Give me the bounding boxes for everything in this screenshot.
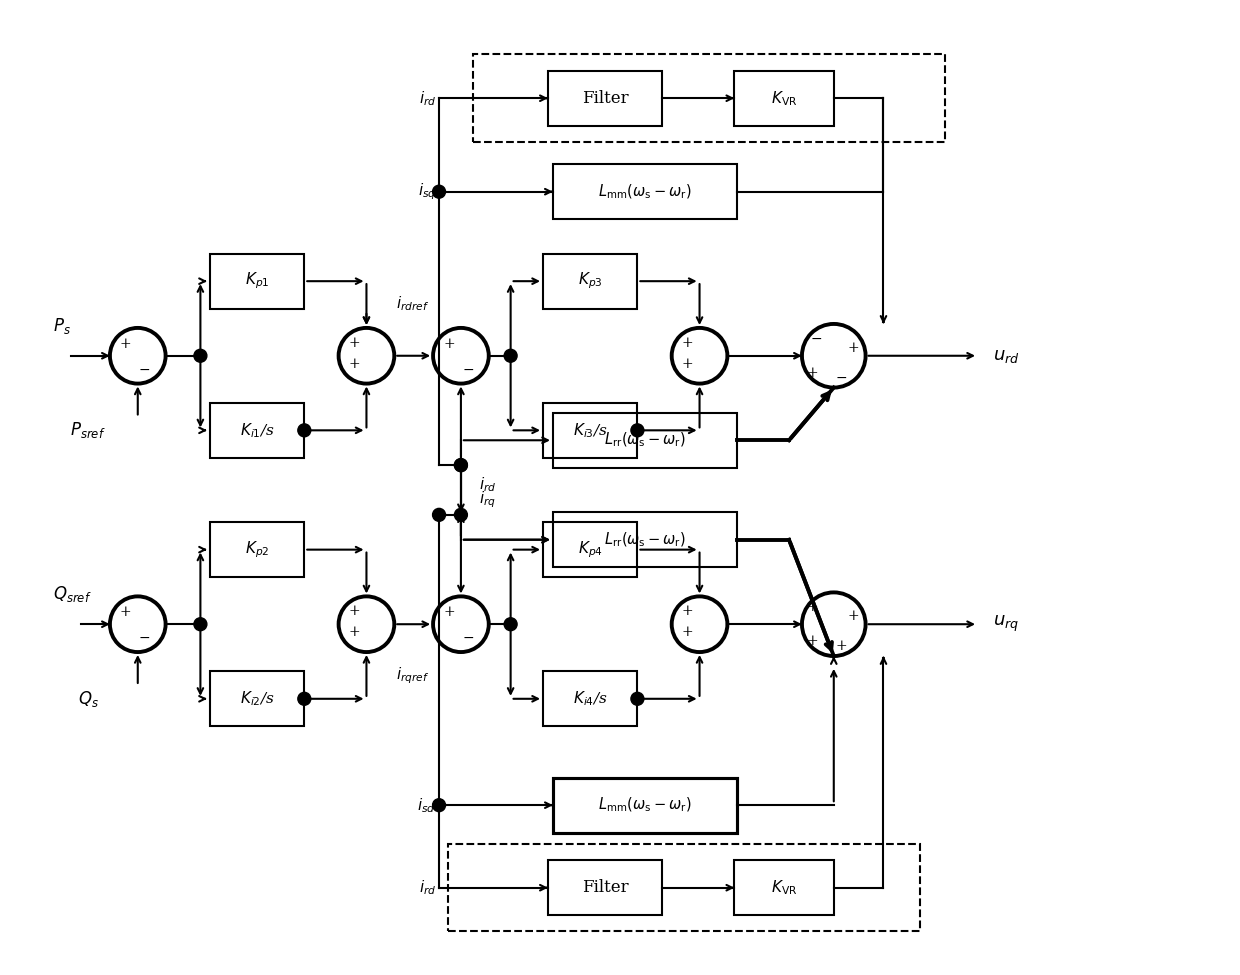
Bar — [553, 778, 737, 833]
Text: $Q_{sref}$: $Q_{sref}$ — [53, 584, 92, 604]
Circle shape — [505, 349, 517, 363]
Bar — [210, 254, 304, 308]
Text: $K_{p3}$: $K_{p3}$ — [578, 271, 603, 292]
Bar — [553, 512, 737, 567]
Bar — [548, 71, 662, 126]
Circle shape — [631, 424, 644, 437]
Text: $u_{rd}$: $u_{rd}$ — [993, 347, 1019, 365]
Text: +: + — [682, 335, 693, 350]
Bar — [734, 71, 833, 126]
Text: $K_{p4}$: $K_{p4}$ — [578, 539, 603, 560]
Bar — [210, 403, 304, 457]
Text: $K_{i3}$/s: $K_{i3}$/s — [573, 421, 608, 440]
Text: $L_{\rm mm}(\omega_{\rm s}-\omega_{\rm r})$: $L_{\rm mm}(\omega_{\rm s}-\omega_{\rm r… — [598, 182, 692, 201]
Text: +: + — [348, 335, 361, 350]
Circle shape — [454, 458, 467, 472]
Text: $i_{rd}$: $i_{rd}$ — [419, 89, 436, 107]
Bar — [553, 413, 737, 468]
Text: +: + — [348, 357, 361, 370]
Text: $i_{rqref}$: $i_{rqref}$ — [397, 666, 430, 686]
Bar — [543, 254, 637, 308]
Text: +: + — [682, 625, 693, 640]
Text: $L_{\rm rr}(\omega_{\rm s}-\omega_{\rm r})$: $L_{\rm rr}(\omega_{\rm s}-\omega_{\rm r… — [604, 431, 686, 449]
Bar — [543, 403, 637, 457]
Text: $K_{p1}$: $K_{p1}$ — [244, 271, 269, 292]
Text: $K_{\rm VR}$: $K_{\rm VR}$ — [771, 878, 797, 897]
Circle shape — [298, 424, 311, 437]
Text: +: + — [848, 609, 859, 623]
Text: +: + — [443, 336, 455, 351]
Text: +: + — [836, 639, 848, 653]
Circle shape — [631, 692, 644, 705]
Text: Filter: Filter — [582, 879, 629, 896]
Bar — [734, 860, 833, 916]
Text: +: + — [848, 341, 859, 355]
Circle shape — [433, 508, 445, 522]
Circle shape — [193, 618, 207, 631]
Circle shape — [505, 618, 517, 631]
Text: +: + — [348, 625, 361, 640]
Text: Filter: Filter — [582, 90, 629, 106]
Text: $P_{sref}$: $P_{sref}$ — [71, 420, 105, 441]
Text: +: + — [682, 357, 693, 370]
Text: +: + — [806, 634, 817, 648]
Text: $i_{rd}$: $i_{rd}$ — [479, 476, 496, 494]
Bar — [472, 55, 945, 142]
Text: $i_{sd}$: $i_{sd}$ — [418, 796, 436, 814]
Text: +: + — [806, 366, 817, 379]
Bar — [553, 165, 737, 219]
Text: −: − — [463, 363, 474, 376]
Bar — [210, 672, 304, 726]
Text: +: + — [682, 604, 693, 618]
Text: +: + — [806, 601, 817, 614]
Bar — [448, 844, 920, 931]
Text: −: − — [139, 631, 150, 645]
Circle shape — [433, 185, 445, 198]
Text: $P_s$: $P_s$ — [53, 316, 71, 336]
Bar — [548, 860, 662, 916]
Text: −: − — [463, 631, 474, 645]
Text: $i_{sq}$: $i_{sq}$ — [418, 181, 436, 202]
Text: $u_{rq}$: $u_{rq}$ — [993, 614, 1019, 635]
Circle shape — [193, 349, 207, 363]
Text: +: + — [120, 336, 131, 351]
Text: −: − — [810, 332, 822, 346]
Text: $K_{i1}$/s: $K_{i1}$/s — [239, 421, 274, 440]
Bar — [543, 672, 637, 726]
Circle shape — [433, 799, 445, 811]
Text: $i_{rq}$: $i_{rq}$ — [479, 489, 496, 510]
Bar — [543, 523, 637, 577]
Text: $K_{\rm VR}$: $K_{\rm VR}$ — [771, 89, 797, 107]
Circle shape — [454, 508, 467, 522]
Text: −: − — [139, 363, 150, 376]
Text: +: + — [348, 604, 361, 618]
Text: $Q_s$: $Q_s$ — [78, 688, 98, 709]
Text: −: − — [836, 370, 848, 384]
Text: $i_{rd}$: $i_{rd}$ — [419, 878, 436, 897]
Text: $L_{\rm mm}(\omega_{\rm s}-\omega_{\rm r})$: $L_{\rm mm}(\omega_{\rm s}-\omega_{\rm r… — [598, 796, 692, 814]
Circle shape — [454, 458, 467, 472]
Circle shape — [298, 692, 311, 705]
Text: $K_{i4}$/s: $K_{i4}$/s — [573, 689, 608, 708]
Text: +: + — [120, 605, 131, 619]
Text: +: + — [443, 605, 455, 619]
Bar — [210, 523, 304, 577]
Text: $i_{rdref}$: $i_{rdref}$ — [397, 294, 430, 313]
Text: $L_{\rm rr}(\omega_{\rm s}-\omega_{\rm r})$: $L_{\rm rr}(\omega_{\rm s}-\omega_{\rm r… — [604, 530, 686, 549]
Text: $K_{i2}$/s: $K_{i2}$/s — [239, 689, 274, 708]
Text: $K_{p2}$: $K_{p2}$ — [244, 539, 269, 560]
